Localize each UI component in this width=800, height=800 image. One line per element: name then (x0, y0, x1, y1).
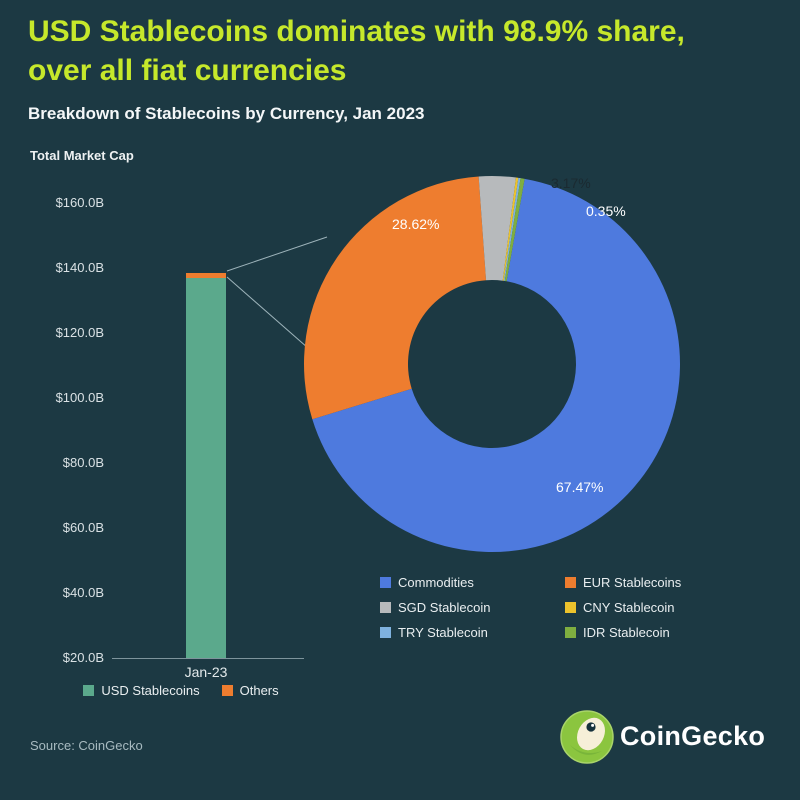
legend-label: EUR Stablecoins (583, 575, 682, 590)
donut-segment-idr-stablecoin (504, 178, 525, 282)
legend-item: SGD Stablecoin (380, 600, 565, 615)
legend-label: Commodities (398, 575, 474, 590)
y-axis-tick-label: $60.0B (62, 520, 104, 535)
coingecko-logo-icon (560, 710, 614, 764)
legend-item: IDR Stablecoin (565, 625, 725, 640)
y-axis-tick-label: $100.0B (55, 390, 104, 405)
callout-lines (226, 236, 328, 356)
percent-label-sgd-stablecoin: 3.17% (551, 175, 591, 191)
donut-segment-cny-stablecoin (502, 177, 519, 281)
legend-swatch-icon (83, 685, 95, 696)
bar-segment-usd-stablecoins (186, 278, 226, 658)
legend-item: TRY Stablecoin (380, 625, 565, 640)
legend-label: USD Stablecoins (101, 683, 200, 698)
legend-label: IDR Stablecoin (583, 625, 670, 640)
legend-swatch-icon (565, 577, 576, 588)
legend-swatch-icon (221, 685, 233, 696)
legend-swatch-icon (380, 602, 391, 613)
y-axis-tick-label: $140.0B (55, 260, 104, 275)
bar-segment-others (186, 273, 226, 279)
legend-label: CNY Stablecoin (583, 600, 675, 615)
source-text: Source: CoinGecko (30, 738, 143, 753)
brand-wordmark: CoinGecko (620, 721, 766, 751)
percent-label-eur-stablecoins: 28.62% (392, 216, 440, 232)
donut-segment-sgd-stablecoin (478, 176, 517, 281)
legend-item: Others (221, 683, 279, 698)
page-title: USD Stablecoins dominates with 98.9% sha… (28, 15, 685, 87)
y-axis-tick-label: $40.0B (62, 585, 104, 600)
y-axis-tick-label: $160.0B (55, 195, 104, 210)
donut-segment-eur-stablecoins (304, 176, 487, 420)
x-axis-line (112, 658, 304, 659)
bar-chart-legend: USD Stablecoins Others (36, 683, 326, 698)
legend-item: USD Stablecoins (83, 683, 200, 698)
y-axis-title: Total Market Cap (30, 148, 134, 163)
legend-swatch-icon (380, 627, 391, 638)
legend-swatch-icon (565, 627, 576, 638)
percent-label-idr-stablecoin: 0.35% (586, 203, 626, 219)
y-axis-tick-label: $80.0B (62, 455, 104, 470)
legend-item: EUR Stablecoins (565, 575, 725, 590)
donut-chart-legend: Commodities EUR Stablecoins SGD Stablecoin… (380, 575, 725, 640)
legend-label: Others (239, 683, 279, 698)
donut-segment-try-stablecoin (503, 177, 521, 281)
legend-item: CNY Stablecoin (565, 600, 725, 615)
y-axis-tick-label: $20.0B (62, 650, 104, 665)
legend-item: Commodities (380, 575, 565, 590)
legend-swatch-icon (380, 577, 391, 588)
x-axis-category-label: Jan-23 (184, 664, 228, 680)
legend-label: TRY Stablecoin (398, 625, 488, 640)
percent-label-commodities: 67.47% (556, 479, 604, 495)
page-subtitle: Breakdown of Stablecoins by Currency, Ja… (28, 104, 425, 123)
legend-label: SGD Stablecoin (398, 600, 491, 615)
donut-segment-commodities (312, 178, 680, 552)
y-axis-tick-label: $120.0B (55, 325, 104, 340)
legend-swatch-icon (565, 602, 576, 613)
donut-segments (304, 176, 680, 552)
